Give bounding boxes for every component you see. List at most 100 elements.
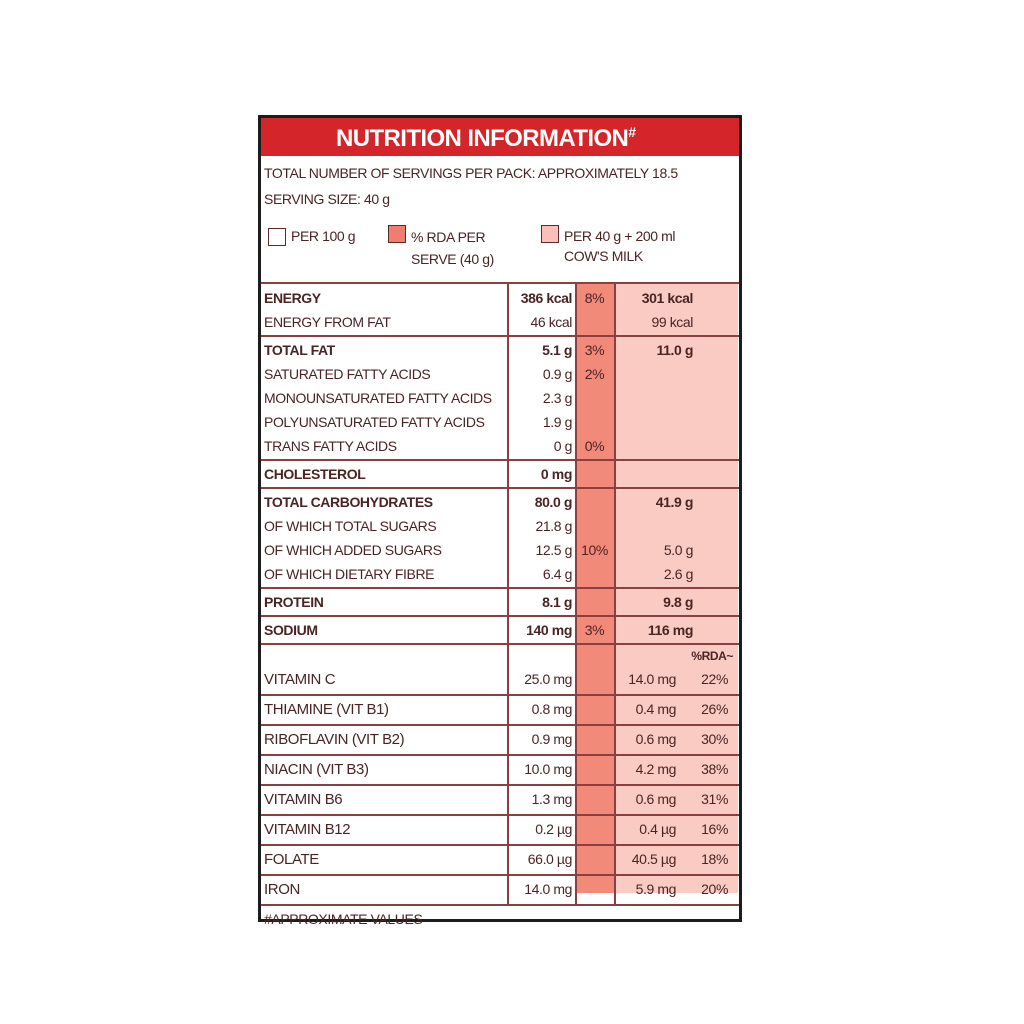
column-rule xyxy=(614,755,616,785)
milk-value: 4.2 mg xyxy=(635,761,677,777)
per-100g: 1.3 mg xyxy=(531,791,573,807)
milk-rda: 31% xyxy=(701,791,728,807)
rule xyxy=(261,784,739,786)
column-rule xyxy=(614,616,616,644)
milk-value: 0.6 mg xyxy=(635,731,677,747)
per-100g: 2.3 g xyxy=(542,390,573,406)
column-rule xyxy=(575,488,577,588)
nutrient-name: CHOLESTEROL xyxy=(264,466,366,482)
milk-value: 0.4 mg xyxy=(635,701,677,717)
milk-value: 301 kcal xyxy=(641,290,694,306)
rule xyxy=(261,459,739,461)
column-rule xyxy=(507,785,509,815)
title-text: NUTRITION INFORMATION xyxy=(336,125,629,152)
column-rule xyxy=(575,815,577,845)
per-100g: 0.9 mg xyxy=(531,731,573,747)
column-rule xyxy=(507,695,509,725)
legend-swatch xyxy=(388,225,406,243)
milk-value: 14.0 mg xyxy=(628,671,676,687)
column-rule xyxy=(614,725,616,755)
rule xyxy=(261,694,739,696)
milk-value: 0.6 mg xyxy=(635,791,677,807)
milk-value: 41.9 g xyxy=(655,494,694,510)
column-rule xyxy=(575,336,577,460)
per-100g: 66.0 µg xyxy=(527,851,573,867)
nutrient-name: TOTAL FAT xyxy=(264,342,335,358)
per-100g: 80.0 g xyxy=(534,494,573,510)
nutrient-name: TRANS FATTY ACIDS xyxy=(264,438,397,454)
per-100g: 0 mg xyxy=(540,466,572,482)
rda-header: %RDA~ xyxy=(691,649,733,663)
vitamin-name: VITAMIN B6 xyxy=(264,791,343,808)
title-mark: # xyxy=(628,124,636,140)
column-rule xyxy=(575,785,577,815)
rda: 3% xyxy=(584,342,605,358)
column-rule xyxy=(507,725,509,755)
column-rule xyxy=(575,875,577,905)
rule xyxy=(261,724,739,726)
vitamin-name: FOLATE xyxy=(264,851,319,868)
per-100g: 0.8 mg xyxy=(531,701,573,717)
legend-label: PER 100 g xyxy=(291,228,356,244)
column-rule xyxy=(575,725,577,755)
column-rule xyxy=(614,875,616,905)
column-rule xyxy=(614,695,616,725)
column-rule xyxy=(614,785,616,815)
column-rule xyxy=(575,845,577,875)
vitamin-name: RIBOFLAVIN (VIT B2) xyxy=(264,731,405,748)
nutrient-name: OF WHICH DIETARY FIBRE xyxy=(264,566,435,582)
milk-rda: 18% xyxy=(701,851,728,867)
rule xyxy=(261,874,739,876)
column-rule xyxy=(507,336,509,460)
milk-value: 9.8 g xyxy=(663,594,693,610)
column-rule xyxy=(575,645,577,695)
vitamin-name: IRON xyxy=(264,881,300,898)
nutrient-name: PROTEIN xyxy=(264,594,324,610)
column-rule xyxy=(507,875,509,905)
rda: 10% xyxy=(581,542,608,558)
rda: 0% xyxy=(584,438,605,454)
column-rule xyxy=(575,588,577,616)
nutrient-name: ENERGY FROM FAT xyxy=(264,314,391,330)
column-rule xyxy=(614,336,616,460)
column-rule xyxy=(507,460,509,488)
milk-rda: 26% xyxy=(701,701,728,717)
servings: TOTAL NUMBER OF SERVINGS PER PACK: APPRO… xyxy=(264,165,678,181)
milk-rda: 20% xyxy=(701,881,728,897)
rule xyxy=(261,587,739,589)
nutrient-name: TOTAL CARBOHYDRATES xyxy=(264,494,433,510)
per-100g: 8.1 g xyxy=(542,594,572,610)
column-rule xyxy=(507,755,509,785)
legend-swatch xyxy=(541,225,559,243)
column-rule xyxy=(575,284,577,336)
per-100g: 386 kcal xyxy=(520,290,573,306)
column-rule xyxy=(614,815,616,845)
vitamin-name: NIACIN (VIT B3) xyxy=(264,761,369,778)
milk-value: 5.0 g xyxy=(663,542,694,558)
per-100g: 6.4 g xyxy=(542,566,573,582)
rule xyxy=(261,282,739,284)
rule xyxy=(261,844,739,846)
serving-size: SERVING SIZE: 40 g xyxy=(264,191,390,207)
per-100g: 0 g xyxy=(553,438,573,454)
column-rule xyxy=(614,488,616,588)
per-100g: 14.0 mg xyxy=(524,881,572,897)
milk-rda: 16% xyxy=(701,821,728,837)
nutrient-name: MONOUNSATURATED FATTY ACIDS xyxy=(264,390,492,406)
rule xyxy=(261,615,739,617)
per-100g: 0.9 g xyxy=(542,366,573,382)
column-rule xyxy=(575,755,577,785)
vitamin-name: VITAMIN B12 xyxy=(264,821,351,838)
column-rule xyxy=(507,284,509,336)
column-rule xyxy=(614,588,616,616)
legend-label: % RDA PER SERVE (40 g) xyxy=(411,229,494,267)
per-100g: 46 kcal xyxy=(530,314,572,330)
milk-value: 0.4 µg xyxy=(639,821,676,837)
per-100g: 12.5 g xyxy=(535,542,572,558)
nutrient-name: SODIUM xyxy=(264,622,318,638)
rule xyxy=(261,754,739,756)
legend-swatch xyxy=(268,228,286,246)
nutrient-name: OF WHICH TOTAL SUGARS xyxy=(264,518,437,534)
per-100g: 5.1 g xyxy=(542,342,572,358)
